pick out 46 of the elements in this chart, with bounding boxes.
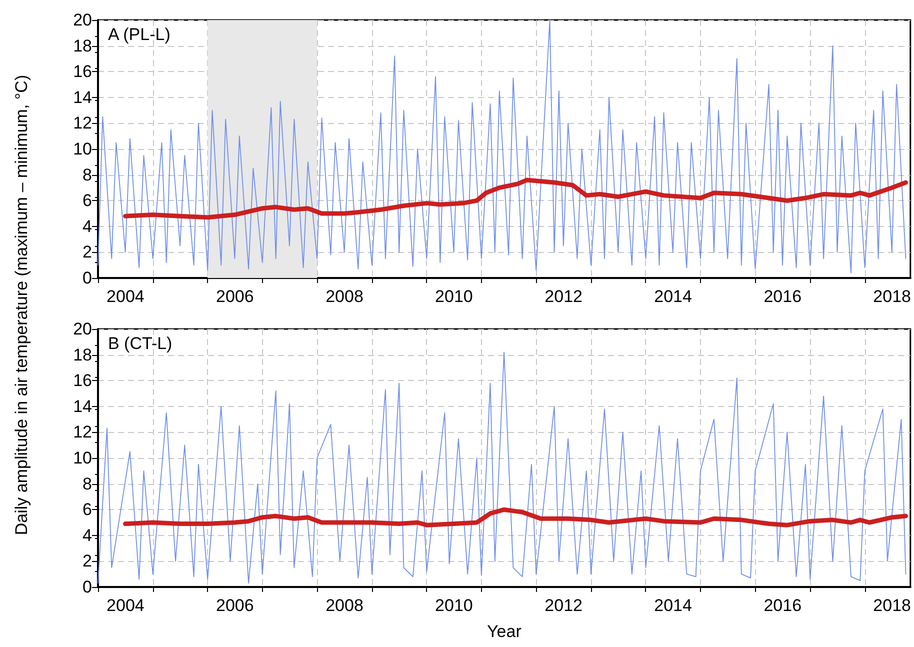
x-tick-label: 2006 <box>216 596 254 615</box>
y-tick-label: 4 <box>82 216 92 236</box>
x-tick-label: 2006 <box>216 287 254 306</box>
x-tick-label: 2008 <box>326 596 364 615</box>
x-tick-label: 2004 <box>106 596 144 615</box>
y-tick-label: 2 <box>82 552 92 571</box>
x-tick-label: 2010 <box>435 287 473 306</box>
y-tick-label: 0 <box>82 578 92 596</box>
y-tick-label: 20 <box>73 10 92 30</box>
y-tick-label: 6 <box>82 500 92 520</box>
y-tick-label: 14 <box>73 88 92 107</box>
line-series <box>123 178 908 220</box>
y-tick-label: 18 <box>73 36 92 56</box>
x-tick-label: 2014 <box>654 596 692 615</box>
y-tick-label: 16 <box>73 371 92 390</box>
x-tick-label: 2018 <box>873 596 912 615</box>
x-tick-label: 2014 <box>654 287 692 306</box>
y-tick-label: 6 <box>82 191 92 210</box>
x-tick-label: 2010 <box>435 596 473 615</box>
x-tick-label: 2016 <box>764 596 802 615</box>
x-tick-label: 2012 <box>544 596 582 615</box>
x-tick-label: 2018 <box>873 287 912 306</box>
line-series <box>123 507 908 528</box>
annotation: A (PL-L) <box>108 25 170 44</box>
y-tick-label: 10 <box>73 448 92 468</box>
annotation: B (CT-L) <box>108 334 172 353</box>
y-tick-label: 0 <box>82 268 92 288</box>
y-tick-label: 14 <box>73 396 92 416</box>
line-series <box>98 352 906 584</box>
y-tick-label: 8 <box>82 165 92 184</box>
x-axis-title: Year <box>487 622 522 641</box>
y-tick-label: 18 <box>73 345 92 364</box>
x-tick-label: 2012 <box>544 287 582 306</box>
x-tick-label: 2004 <box>106 287 144 306</box>
y-tick-label: 2 <box>82 242 92 262</box>
x-tick-label: 2008 <box>326 287 364 306</box>
x-tick-label: 2016 <box>764 287 802 306</box>
y-tick-label: 20 <box>73 320 92 338</box>
y-tick-label: 10 <box>73 140 92 158</box>
line-series <box>98 20 906 274</box>
y-tick-label: 16 <box>73 62 92 82</box>
y-tick-label: 12 <box>73 114 92 133</box>
y-tick-label: 4 <box>82 526 92 545</box>
y-tick-label: 12 <box>73 422 92 442</box>
y-tick-label: 8 <box>82 474 92 494</box>
y-axis-title: Daily amplitude in air temperature (maximum – minimum, °C) <box>12 74 32 536</box>
